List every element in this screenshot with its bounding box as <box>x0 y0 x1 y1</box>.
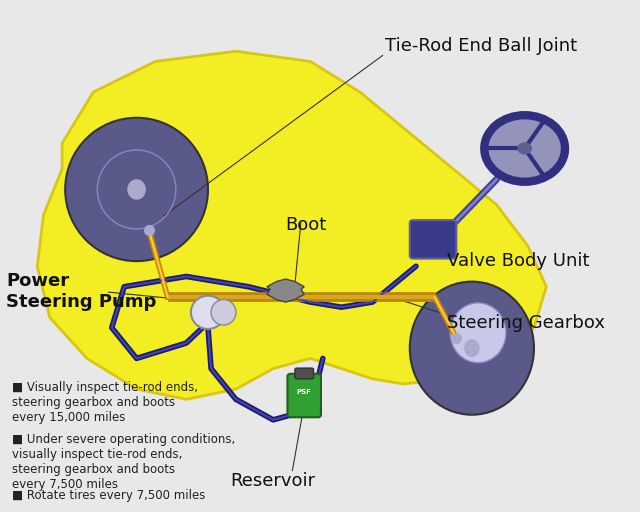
Polygon shape <box>37 51 547 399</box>
Text: ■ Rotate tires every 7,500 miles: ■ Rotate tires every 7,500 miles <box>12 489 206 502</box>
Ellipse shape <box>127 179 146 200</box>
Polygon shape <box>267 279 304 302</box>
Text: ■ Under severe operating conditions,
visually inspect tie-rod ends,
steering gea: ■ Under severe operating conditions, vis… <box>12 433 236 490</box>
Ellipse shape <box>211 300 236 325</box>
Text: Reservoir: Reservoir <box>230 472 316 490</box>
Circle shape <box>517 142 532 155</box>
Ellipse shape <box>464 339 479 357</box>
Ellipse shape <box>191 296 225 329</box>
FancyBboxPatch shape <box>410 220 456 259</box>
Ellipse shape <box>450 303 506 362</box>
FancyBboxPatch shape <box>287 374 321 417</box>
Ellipse shape <box>65 118 208 261</box>
Text: Boot: Boot <box>285 216 327 234</box>
Circle shape <box>484 115 565 182</box>
Text: Steering Gearbox: Steering Gearbox <box>447 313 605 332</box>
FancyBboxPatch shape <box>295 368 314 379</box>
Text: PSF: PSF <box>297 389 312 395</box>
Text: Power
Steering Pump: Power Steering Pump <box>6 272 157 311</box>
Text: Valve Body Unit: Valve Body Unit <box>447 252 589 270</box>
Text: Tie-Rod End Ball Joint: Tie-Rod End Ball Joint <box>385 37 577 55</box>
Ellipse shape <box>410 282 534 415</box>
Text: ■ Visually inspect tie-rod ends,
steering gearbox and boots
every 15,000 miles: ■ Visually inspect tie-rod ends, steerin… <box>12 381 198 424</box>
